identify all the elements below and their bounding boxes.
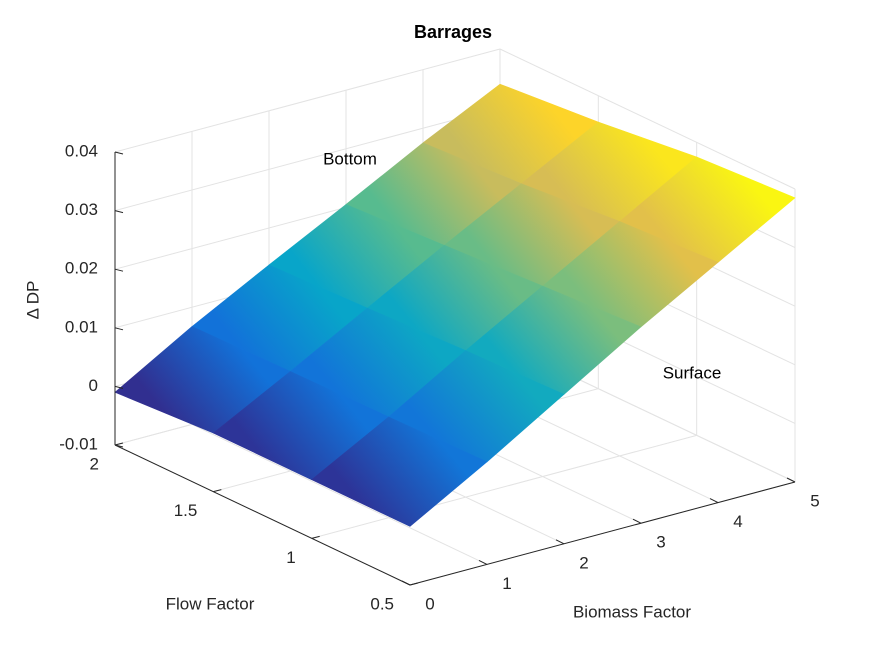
annotation: Bottom — [323, 149, 377, 168]
x-tick-label: 0 — [425, 594, 434, 613]
z-tick — [114, 444, 124, 448]
z-tick-label: 0 — [89, 376, 98, 395]
x-axis-label: Biomass Factor — [573, 602, 691, 621]
y-tick — [311, 535, 320, 539]
x-tick-label: 3 — [656, 533, 665, 552]
grid-line — [499, 48, 796, 190]
y-tick-label: 0.5 — [370, 594, 394, 613]
y-tick-label: 2 — [90, 454, 99, 473]
surface — [114, 83, 796, 527]
x-tick — [555, 539, 565, 545]
grid-line — [114, 48, 501, 153]
x-tick — [786, 477, 796, 483]
x-tick-label: 5 — [810, 491, 819, 510]
y-tick — [213, 489, 222, 493]
z-tick-label: 0.03 — [65, 200, 98, 219]
grid-line — [191, 423, 488, 565]
y-tick — [409, 582, 419, 586]
z-tick — [114, 385, 124, 389]
grid-line — [311, 434, 697, 539]
z-tick — [114, 268, 124, 272]
annotation: Surface — [663, 363, 722, 382]
z-tick — [114, 151, 124, 155]
grid-line — [114, 107, 501, 212]
surface-cell — [311, 416, 488, 527]
chart-title: Barrages — [414, 22, 492, 42]
y-tick-label: 1 — [286, 548, 295, 567]
x-axis-line — [409, 481, 796, 586]
z-tick-label: 0.02 — [65, 259, 98, 278]
y-axis-line — [114, 444, 411, 586]
z-tick-label: -0.01 — [59, 434, 98, 453]
x-tick-label: 4 — [733, 512, 742, 531]
z-tick-label: 0.04 — [65, 141, 98, 160]
x-tick — [478, 559, 488, 565]
z-axis-label: Δ DP — [23, 281, 42, 320]
x-tick — [709, 498, 719, 504]
x-tick — [401, 580, 411, 586]
x-tick-label: 1 — [502, 574, 511, 593]
y-axis-label: Flow Factor — [166, 594, 255, 613]
z-tick-label: 0.01 — [65, 317, 98, 336]
z-tick — [114, 210, 124, 214]
y-tick-label: 1.5 — [174, 501, 198, 520]
y-tick — [114, 442, 124, 446]
x-tick-label: 2 — [579, 553, 588, 572]
z-tick — [114, 327, 124, 331]
x-tick — [632, 518, 642, 524]
